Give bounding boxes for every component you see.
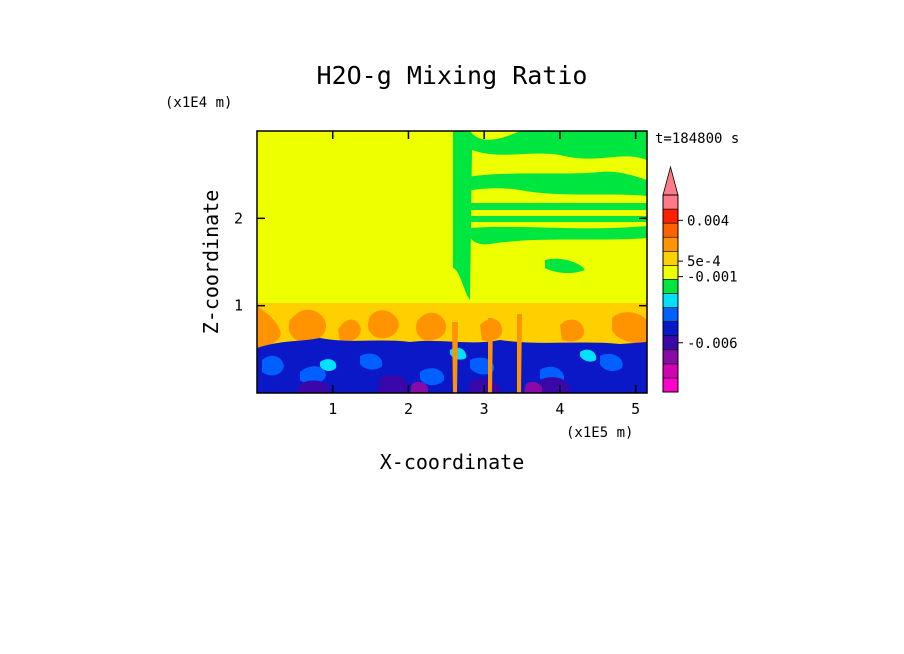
colorbar-label: -0.006 bbox=[687, 336, 738, 352]
x-tick-label: 3 bbox=[480, 400, 489, 418]
colorbar-swatch bbox=[662, 377, 679, 393]
field-orange-puffs bbox=[257, 306, 647, 348]
plot-frame bbox=[256, 130, 648, 394]
colorbar: 0.004 5e-4-0.001 -0.006 bbox=[662, 165, 738, 393]
x-tick-label: 5 bbox=[631, 400, 640, 418]
field-light-blue-patches bbox=[262, 353, 623, 386]
colorbar-swatch bbox=[662, 208, 679, 224]
colorbar-label: 0.004 bbox=[687, 213, 729, 229]
x-tick-label: 1 bbox=[328, 400, 337, 418]
colorbar-swatch bbox=[662, 293, 679, 308]
y-axis-label: Z-coordinate bbox=[199, 190, 223, 335]
colorbar-swatch bbox=[662, 279, 679, 294]
y-scale-label: (x1E4 m) bbox=[165, 95, 232, 111]
colorbar-arrow bbox=[662, 165, 679, 196]
colorbar-swatch bbox=[662, 265, 679, 280]
x-axis-label: X-coordinate bbox=[380, 450, 525, 474]
x-scale-label: (x1E5 m) bbox=[566, 425, 633, 441]
field-green-upper-right bbox=[453, 131, 647, 300]
colorbar-swatch bbox=[662, 250, 679, 266]
field-cyan-patches bbox=[320, 347, 597, 372]
colorbar-swatch bbox=[662, 307, 679, 322]
field-magenta-pockets bbox=[410, 381, 542, 393]
x-ticks: 1 2 3 4 5 bbox=[328, 131, 640, 418]
y-ticks: 12 bbox=[234, 209, 647, 315]
colorbar-label: -0.001 bbox=[687, 270, 738, 286]
y-tick-label: 1 bbox=[234, 297, 243, 315]
chart-title: H2O-g Mixing Ratio bbox=[317, 61, 588, 90]
colorbar-swatch bbox=[662, 194, 679, 210]
heatmap-field bbox=[257, 131, 647, 393]
field-upper-left-yellow bbox=[257, 131, 453, 306]
colorbar-swatch bbox=[662, 236, 679, 252]
colorbar-swatch bbox=[662, 363, 679, 379]
colorbar-swatch bbox=[662, 349, 679, 365]
colorbar-swatch bbox=[662, 222, 679, 238]
field-purple-pockets bbox=[296, 375, 570, 393]
colorbar-label: 5e-4 bbox=[687, 254, 721, 270]
time-label: t=184800 s bbox=[655, 131, 739, 147]
field-green-bands bbox=[462, 171, 647, 274]
colorbar-swatch bbox=[662, 335, 679, 351]
colorbar-frame bbox=[662, 194, 679, 393]
y-tick-label: 2 bbox=[234, 209, 243, 227]
x-tick-label: 4 bbox=[555, 400, 564, 418]
x-tick-label: 2 bbox=[404, 400, 413, 418]
colorbar-swatch bbox=[662, 321, 679, 337]
